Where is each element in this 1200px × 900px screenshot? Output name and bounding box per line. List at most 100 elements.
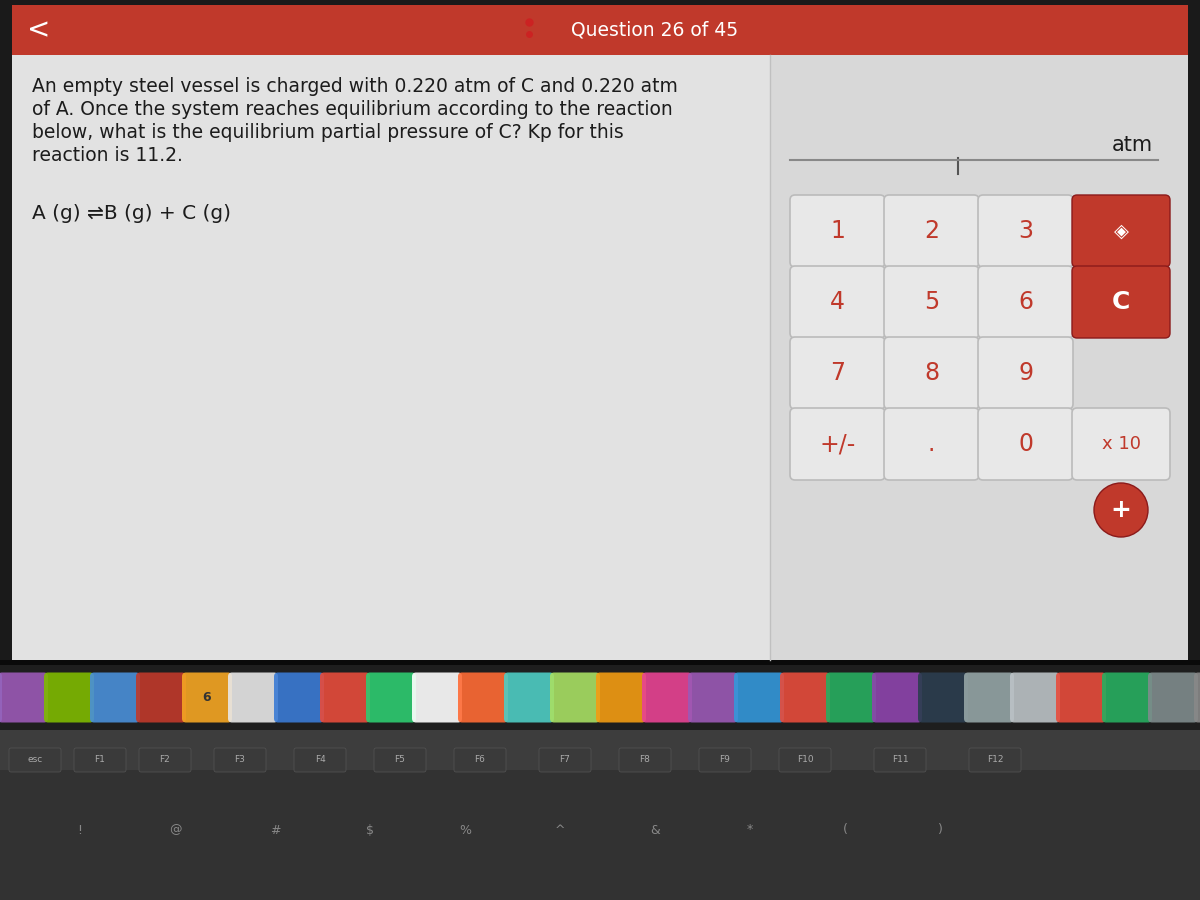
FancyBboxPatch shape [90, 672, 140, 723]
FancyBboxPatch shape [790, 266, 886, 338]
Text: F4: F4 [314, 755, 325, 764]
FancyBboxPatch shape [642, 672, 692, 723]
Text: #: # [270, 824, 281, 836]
Text: %: % [458, 824, 470, 836]
FancyBboxPatch shape [779, 748, 830, 772]
Bar [770, 55, 1188, 660]
Text: F12: F12 [986, 755, 1003, 764]
FancyBboxPatch shape [44, 672, 94, 723]
Text: &: & [650, 824, 660, 836]
Text: esc: esc [28, 755, 43, 764]
FancyBboxPatch shape [539, 748, 592, 772]
FancyBboxPatch shape [790, 337, 886, 409]
FancyBboxPatch shape [374, 748, 426, 772]
Text: 9: 9 [1018, 361, 1033, 385]
FancyBboxPatch shape [136, 672, 186, 723]
Bar [12, 5, 1188, 660]
Text: F8: F8 [640, 755, 650, 764]
Circle shape [1094, 483, 1148, 537]
FancyBboxPatch shape [182, 672, 232, 723]
Bar [12, 5, 1188, 55]
Bar [12, 55, 770, 660]
FancyBboxPatch shape [74, 748, 126, 772]
Text: .: . [928, 432, 935, 456]
Bar [0, 730, 1200, 770]
FancyBboxPatch shape [0, 672, 2, 723]
FancyBboxPatch shape [918, 672, 968, 723]
Text: 2: 2 [924, 219, 940, 243]
Text: of A. Once the system reaches equilibrium according to the reaction: of A. Once the system reaches equilibriu… [32, 100, 673, 119]
FancyBboxPatch shape [734, 672, 784, 723]
Text: below, what is the equilibrium partial pressure of C? Kp for this: below, what is the equilibrium partial p… [32, 123, 624, 142]
FancyBboxPatch shape [884, 195, 979, 267]
Text: reaction is 11.2.: reaction is 11.2. [32, 146, 182, 165]
FancyBboxPatch shape [1072, 408, 1170, 480]
Text: ^: ^ [554, 824, 565, 836]
Text: F3: F3 [234, 755, 246, 764]
Text: 8: 8 [924, 361, 940, 385]
FancyBboxPatch shape [874, 748, 926, 772]
FancyBboxPatch shape [790, 408, 886, 480]
Bar [0, 730, 1200, 900]
Text: A (g) ⇌B (g) + C (g): A (g) ⇌B (g) + C (g) [32, 204, 230, 223]
Text: C: C [1112, 290, 1130, 314]
Text: ): ) [937, 824, 942, 836]
FancyBboxPatch shape [884, 408, 979, 480]
FancyBboxPatch shape [458, 672, 508, 723]
FancyBboxPatch shape [504, 672, 554, 723]
Text: !: ! [78, 824, 83, 836]
FancyBboxPatch shape [412, 672, 462, 723]
Text: F5: F5 [395, 755, 406, 764]
Text: F6: F6 [474, 755, 486, 764]
FancyBboxPatch shape [688, 672, 738, 723]
FancyBboxPatch shape [0, 672, 48, 723]
FancyBboxPatch shape [274, 672, 324, 723]
Bar [0, 665, 1200, 730]
FancyBboxPatch shape [964, 672, 1014, 723]
FancyBboxPatch shape [978, 337, 1073, 409]
Text: F7: F7 [559, 755, 570, 764]
FancyBboxPatch shape [970, 748, 1021, 772]
FancyBboxPatch shape [596, 672, 646, 723]
FancyBboxPatch shape [826, 672, 876, 723]
FancyBboxPatch shape [780, 672, 830, 723]
Text: An empty steel vessel is charged with 0.220 atm of C and 0.220 atm: An empty steel vessel is charged with 0.… [32, 77, 678, 96]
Bar [0, 660, 1200, 665]
FancyBboxPatch shape [366, 672, 416, 723]
FancyBboxPatch shape [1148, 672, 1198, 723]
Text: atm: atm [1112, 135, 1153, 155]
FancyBboxPatch shape [550, 672, 600, 723]
FancyBboxPatch shape [790, 195, 886, 267]
Text: 5: 5 [924, 290, 940, 314]
Text: F2: F2 [160, 755, 170, 764]
Text: 4: 4 [830, 290, 845, 314]
FancyBboxPatch shape [884, 266, 979, 338]
FancyBboxPatch shape [978, 408, 1073, 480]
Text: +/-: +/- [820, 432, 856, 456]
Text: Question 26 of 45: Question 26 of 45 [571, 21, 738, 40]
FancyBboxPatch shape [978, 195, 1073, 267]
Text: 6: 6 [1018, 290, 1033, 314]
Text: (: ( [842, 824, 847, 836]
FancyBboxPatch shape [698, 748, 751, 772]
FancyBboxPatch shape [872, 672, 922, 723]
Text: F9: F9 [720, 755, 731, 764]
FancyBboxPatch shape [1194, 672, 1200, 723]
Text: $: $ [366, 824, 374, 836]
FancyBboxPatch shape [214, 748, 266, 772]
FancyBboxPatch shape [1056, 672, 1106, 723]
FancyBboxPatch shape [1102, 672, 1152, 723]
Text: +: + [1110, 498, 1132, 522]
Text: 1: 1 [830, 219, 845, 243]
FancyBboxPatch shape [1072, 195, 1170, 267]
FancyBboxPatch shape [139, 748, 191, 772]
FancyBboxPatch shape [619, 748, 671, 772]
Text: 7: 7 [830, 361, 845, 385]
FancyBboxPatch shape [884, 337, 979, 409]
Text: 3: 3 [1018, 219, 1033, 243]
Text: F11: F11 [892, 755, 908, 764]
Text: x 10: x 10 [1102, 435, 1140, 453]
Text: <: < [28, 16, 50, 44]
FancyBboxPatch shape [1010, 672, 1060, 723]
FancyBboxPatch shape [1072, 266, 1170, 338]
